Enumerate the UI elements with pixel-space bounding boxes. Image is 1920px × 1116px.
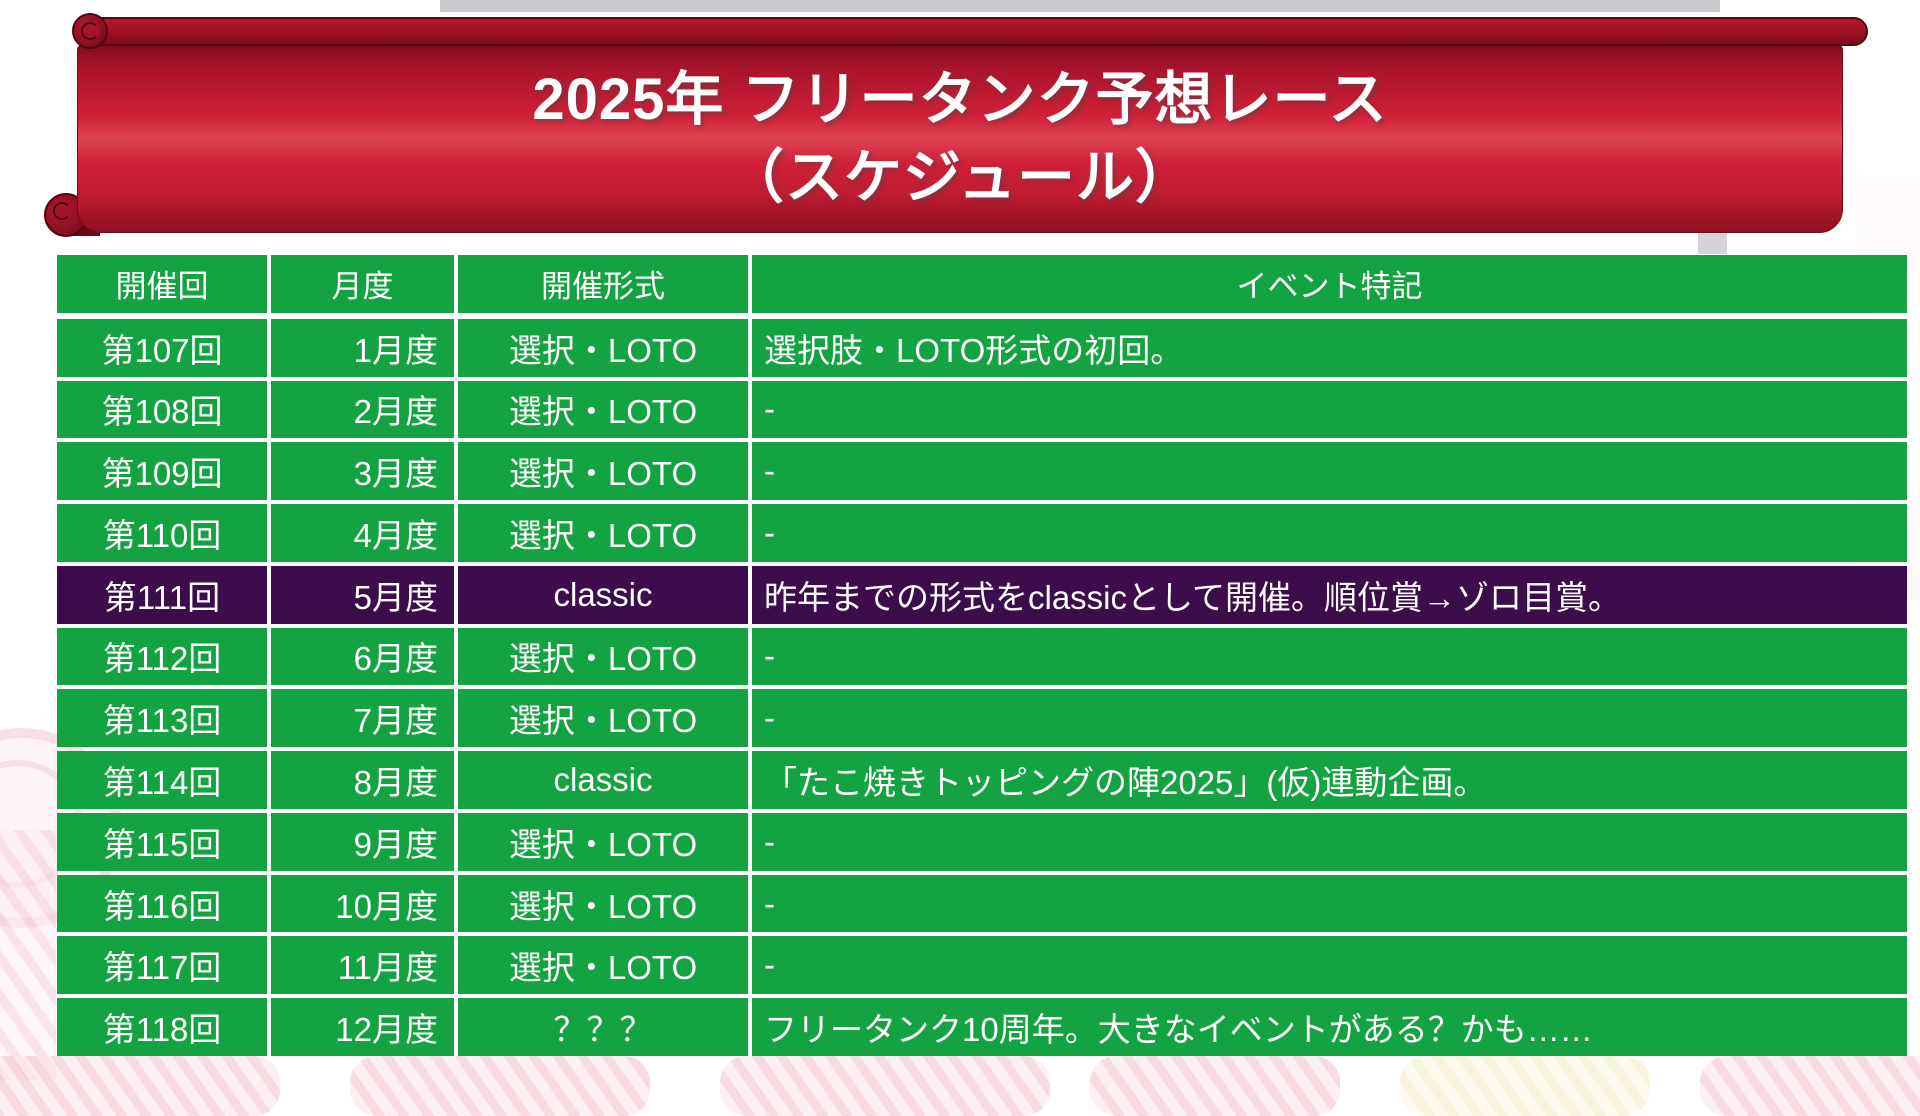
cell-note: -	[752, 627, 1907, 686]
cell-round: 第108回	[57, 380, 267, 439]
yellow-blob-decoration	[1400, 1056, 1650, 1116]
cell-format: classic	[458, 565, 748, 624]
background-left-stripes-decoration	[0, 830, 56, 1080]
pink-blob-decoration	[350, 1056, 650, 1116]
pink-blob-decoration	[720, 1056, 1050, 1116]
cell-month: 6月度	[271, 627, 454, 686]
table-row: 第110回 4月度 選択・LOTO -	[57, 504, 1907, 562]
cell-month: 2月度	[271, 380, 454, 439]
pink-blob-decoration	[1700, 1056, 1920, 1116]
page-title-line2: （スケジュール）	[726, 144, 1194, 210]
table-row: 第112回 6月度 選択・LOTO -	[57, 627, 1907, 686]
cell-format: 選択・LOTO	[458, 380, 748, 439]
schedule-table: 開催回 月度 開催形式 イベント特記 第107回 1月度 選択・LOTO 選択肢・LO…	[57, 255, 1907, 1056]
table-row: 第107回 1月度 選択・LOTO 選択肢・LOTO形式の初回。	[57, 318, 1907, 377]
cell-round: 第117回	[57, 936, 267, 995]
table-row: 第113回 7月度 選択・LOTO -	[57, 689, 1907, 748]
cell-month: 3月度	[271, 442, 454, 501]
cell-round: 第111回	[57, 565, 267, 624]
cell-month: 10月度	[271, 874, 454, 933]
pink-blob-decoration	[0, 1056, 280, 1116]
cell-format: 選択・LOTO	[458, 318, 748, 377]
table-row: 第111回 5月度 classic 昨年までの形式をclassicとして開催。順位賞→…	[57, 565, 1907, 624]
table-row: 第118回 12月度？？？ フリータンク10周年。大きなイベントがある？かも……	[57, 998, 1907, 1056]
cell-round: 第110回	[57, 504, 267, 562]
pink-blob-decoration	[1090, 1056, 1340, 1116]
cell-round: 第113回	[57, 689, 267, 748]
cell-format: ？？？	[458, 998, 748, 1056]
page-title-line1: 2025年 フリータンク予想レース	[532, 66, 1388, 132]
cell-format: 選択・LOTO	[458, 689, 748, 748]
table-row: 第108回 2月度 選択・LOTO -	[57, 380, 1907, 439]
cell-format: 選択・LOTO	[458, 627, 748, 686]
cell-round: 第109回	[57, 442, 267, 501]
cell-note: 「たこ焼きトッピングの陣2025」(仮)連動企画。	[752, 751, 1907, 809]
table-row: 第109回 3月度 選択・LOTO -	[57, 442, 1907, 501]
cell-note: -	[752, 936, 1907, 995]
background-gray-bar	[1698, 230, 1727, 254]
cell-format: 選択・LOTO	[458, 874, 748, 933]
banner-scroll-top-curl	[72, 13, 108, 49]
header-format: 開催形式	[458, 255, 748, 313]
cell-note: -	[752, 380, 1907, 439]
cell-format: 選択・LOTO	[458, 504, 748, 562]
cell-note: 昨年までの形式をclassicとして開催。順位賞→ゾロ目賞。	[752, 565, 1907, 624]
cell-month: 8月度	[271, 751, 454, 809]
cell-note: -	[752, 504, 1907, 562]
banner-scroll-top-roll	[77, 17, 1868, 46]
cell-note: 選択肢・LOTO形式の初回。	[752, 318, 1907, 377]
cell-note: -	[752, 812, 1907, 871]
table-row: 第117回 11月度 選択・LOTO -	[57, 936, 1907, 995]
cell-month: 12月度	[271, 998, 454, 1056]
cell-round: 第112回	[57, 627, 267, 686]
cell-round: 第107回	[57, 318, 267, 377]
table-row: 第116回 10月度 選択・LOTO -	[57, 874, 1907, 933]
cell-month: 4月度	[271, 504, 454, 562]
cell-round: 第115回	[57, 812, 267, 871]
background-gray-strip	[440, 0, 1720, 12]
cell-month: 5月度	[271, 565, 454, 624]
header-month: 月度	[271, 255, 454, 313]
table-row: 第115回 9月度 選択・LOTO -	[57, 812, 1907, 871]
banner-scroll-curl-spiral	[81, 22, 99, 40]
cell-format: 選択・LOTO	[458, 936, 748, 995]
table-header-row: 開催回 月度 開催形式 イベント特記	[57, 255, 1907, 313]
cell-format: 選択・LOTO	[458, 812, 748, 871]
cell-format: 選択・LOTO	[458, 442, 748, 501]
cell-note: -	[752, 442, 1907, 501]
table-row: 第114回 8月度 classic 「たこ焼きトッピングの陣2025」(仮)連動企画。	[57, 751, 1907, 809]
cell-month: 1月度	[271, 318, 454, 377]
banner-scroll-curl-spiral	[53, 202, 71, 220]
cell-note: -	[752, 874, 1907, 933]
cell-note: フリータンク10周年。大きなイベントがある？かも……	[752, 998, 1907, 1056]
cell-round: 第118回	[57, 998, 267, 1056]
cell-round: 第114回	[57, 751, 267, 809]
cell-format: classic	[458, 751, 748, 809]
title-banner: 2025年 フリータンク予想レース （スケジュール）	[77, 44, 1843, 233]
cell-month: 9月度	[271, 812, 454, 871]
cell-month: 11月度	[271, 936, 454, 995]
cell-month: 7月度	[271, 689, 454, 748]
cell-note: -	[752, 689, 1907, 748]
header-event-note: イベント特記	[752, 255, 1907, 313]
cell-round: 第116回	[57, 874, 267, 933]
header-round: 開催回	[57, 255, 267, 313]
